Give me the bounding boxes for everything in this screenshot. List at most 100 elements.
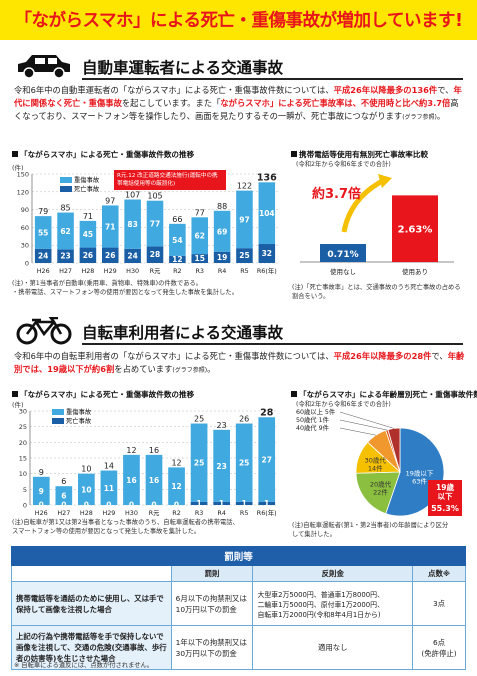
bar-serious — [191, 217, 209, 255]
data-label-serious: 16 — [149, 476, 159, 485]
slice-label: 40歳代 9件 — [296, 423, 329, 432]
slice-label: 60歳以上 5件 — [296, 407, 335, 416]
x-tick-label: 使用なし — [330, 267, 356, 276]
data-label-serious: 97 — [239, 215, 249, 224]
car-trend-chart: (件) 0 30 60 90 120 150 24 55 79 H26 23 62 85 H27 26 45 71… — [12, 163, 278, 275]
data-label-total: 28 — [260, 407, 274, 418]
arrow-head — [378, 174, 392, 188]
data-label-serious: 9 — [39, 487, 44, 496]
data-label-serious: 54 — [172, 236, 182, 245]
y-tick-label: 150 — [17, 171, 29, 179]
bar-death — [236, 248, 253, 263]
x-tick-label: R4 — [218, 267, 227, 275]
callout-box — [428, 480, 462, 516]
header-banner: 「ながらスマホ」による死亡・重傷事故が増加しています! — [0, 0, 477, 40]
bar-serious — [124, 199, 141, 249]
data-label-serious: 12 — [171, 482, 181, 491]
bar-death — [235, 501, 253, 505]
data-label-total: 107 — [125, 191, 140, 200]
data-label-total: 12 — [126, 446, 136, 455]
slice-label: 19歳以下 — [406, 468, 434, 477]
callout-percent: 55.3% — [431, 504, 459, 513]
bar-serious — [146, 200, 164, 247]
row1-description: 携帯電話等を通話のために使用し、又は手で保持して画像を注視した場合 — [11, 581, 172, 626]
bar-serious — [145, 454, 163, 505]
car-section-title: 自動車運転者による交通事故 — [82, 59, 284, 77]
bar-death — [191, 254, 209, 263]
data-label-total: 23 — [217, 421, 227, 430]
leader-line — [339, 419, 387, 431]
data-label-serious: 77 — [150, 220, 160, 229]
slice-label: 50歳代 1件 — [296, 415, 329, 424]
legend-swatch-death — [60, 186, 72, 192]
chart3-legend: 重傷事故 死亡事故 — [52, 407, 91, 425]
x-tick-label: R5 — [240, 509, 249, 517]
bar-death — [57, 249, 74, 263]
chart4-note: (注)自転車運転者(第1・第2当事者)の年齢層により区分 して集計した。 — [292, 522, 449, 538]
data-label-serious: 55 — [38, 228, 48, 237]
bar-serious — [100, 470, 118, 505]
car-paragraph: 令和6年中の自動車運転者の「ながらスマホ」による死亡・重傷事故件数については、平… — [14, 85, 462, 121]
data-label-serious: 62 — [60, 227, 70, 236]
data-label-death: 0 — [84, 501, 89, 510]
bike-trend-chart: (件)051015202530099H26066H2701010H2801114… — [12, 400, 278, 517]
data-label-total: 85 — [60, 204, 70, 213]
bar-death — [213, 251, 231, 263]
bar-serious — [235, 423, 253, 502]
x-tick-label: R元 — [149, 509, 160, 517]
row1-penalty: 6月以下の拘禁刑又は10万円以下の罰金 — [170, 581, 254, 626]
header-penalty: 罰則 — [170, 565, 254, 582]
bike-section-heading: 自転車利用者による交通事故 — [14, 317, 463, 345]
data-label-total: 26 — [239, 415, 249, 424]
data-label-total: 25 — [194, 415, 204, 424]
data-label-death: 1 — [242, 499, 247, 508]
chart4-subtitle: (令和2年から令和6年までの合計) — [296, 401, 391, 408]
row2-points: 6点 (免許停止) — [412, 625, 466, 670]
data-label-death: 0 — [129, 501, 134, 510]
header-points: 点数※ — [412, 565, 466, 582]
bar-serious — [258, 182, 276, 245]
y-tick-label: 5 — [23, 486, 27, 494]
y-tick-label: 30 — [19, 408, 27, 416]
slice-value: 63件 — [412, 476, 427, 485]
y-tick-label: 120 — [17, 188, 29, 196]
x-tick-label: H27 — [59, 267, 72, 275]
callout-line: 以下 — [438, 492, 453, 501]
data-label-death: 32 — [262, 249, 272, 258]
bar-death — [101, 247, 119, 263]
penalty-table: 罰則等 罰則 反則金 点数※ 携帯電話等を通話のために使用し、又は手で保持して画… — [11, 546, 466, 670]
y-axis-label: (件) — [12, 163, 24, 172]
data-label-death: 12 — [172, 255, 182, 264]
leader-line — [339, 411, 395, 429]
data-label-serious: 104 — [259, 209, 275, 218]
row2-penalty: 1年以下の拘禁刑又は30万円以下の罰金 — [170, 625, 254, 670]
y-tick-label: 10 — [19, 470, 27, 478]
x-tick-label: R4 — [217, 509, 226, 517]
data-label-total: 16 — [149, 446, 159, 455]
data-label-serious: 25 — [239, 459, 249, 468]
divider — [82, 78, 463, 80]
bar-death — [258, 244, 276, 263]
bar-death — [34, 248, 52, 263]
table-row: 携帯電話等を通話のために使用し、又は手で保持して画像を注視した場合 6月以下の拘… — [11, 581, 466, 626]
data-label-death: 28 — [150, 250, 160, 259]
data-label-death: 0 — [106, 501, 111, 510]
penalty-footnote: ※ 自転車による違反には、点数が付されません。 — [14, 662, 154, 669]
data-label-total: 10 — [81, 465, 91, 474]
header-fine: 反則金 — [252, 565, 414, 582]
x-tick-label: R元 — [150, 267, 161, 275]
x-tick-label: R6(年) — [257, 508, 277, 517]
x-tick-label: H27 — [57, 509, 70, 517]
data-label-death: 1 — [219, 499, 224, 508]
data-label-serious: 71 — [105, 223, 115, 232]
data-label-death: 24 — [38, 251, 48, 260]
pie-slice — [387, 427, 401, 473]
bar — [392, 195, 438, 262]
y-tick-label: 20 — [19, 439, 27, 447]
page-title: 「ながらスマホ」による死亡・重傷事故が増加しています! — [14, 11, 463, 31]
data-label-total: 136 — [257, 172, 277, 183]
x-tick-label: R3 — [195, 267, 204, 275]
bar-death — [146, 246, 164, 263]
data-label-serious: 69 — [217, 227, 227, 236]
